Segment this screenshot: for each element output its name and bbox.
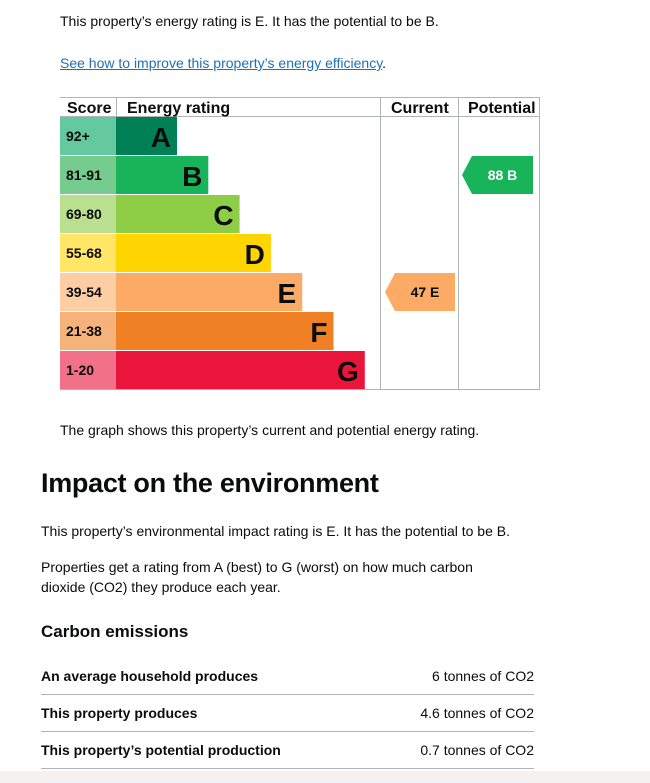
band-bar-e <box>116 273 303 311</box>
band-score-bg-g <box>60 351 116 389</box>
band-score-f: 21-38 <box>66 323 102 339</box>
impact-explain-line-1: Properties get a rating from A (best) to… <box>41 559 473 575</box>
band-letter-g: G <box>337 356 359 387</box>
row-label: This property produces <box>41 705 198 721</box>
page-bottom-strip <box>0 771 650 783</box>
band-bar-f <box>116 312 334 350</box>
energy-rating-chart: Score Energy rating Current Potential 92… <box>60 97 540 390</box>
energy-rating-graph: Score Energy rating Current Potential 92… <box>60 97 540 390</box>
table-row: This property’s potential production 0.7… <box>41 732 534 769</box>
impact-heading: Impact on the environment <box>41 468 379 498</box>
carbon-emissions-table: An average household produces 6 tonnes o… <box>41 658 534 769</box>
band-bar-a <box>116 117 177 155</box>
band-score-bg-c <box>60 195 116 233</box>
rating-arrows: 47 E 88 B <box>385 156 533 311</box>
band-score-g: 1-20 <box>66 362 94 378</box>
row-label: An average household produces <box>41 668 259 684</box>
row-value: 0.7 tonnes of CO2 <box>420 742 534 758</box>
band-score-bg-d <box>60 234 116 272</box>
potential-rating-label: 88 B <box>488 167 518 183</box>
band-score-bg-a <box>60 117 116 155</box>
band-bar-b <box>116 156 209 194</box>
band-letter-f: F <box>310 317 327 348</box>
row-label: This property’s potential production <box>41 742 281 758</box>
carbon-heading: Carbon emissions <box>41 622 189 641</box>
band-bar-g <box>116 351 365 389</box>
improve-efficiency-link[interactable]: See how to improve this property’s energ… <box>60 55 383 71</box>
band-score-bg-e <box>60 273 116 311</box>
link-suffix: . <box>382 55 387 71</box>
header-potential: Potential <box>468 100 536 117</box>
potential-arrow <box>462 156 533 194</box>
band-letter-e: E <box>278 278 297 309</box>
band-bar-c <box>116 195 240 233</box>
band-letter-d: D <box>245 239 265 270</box>
table-row: This property produces 4.6 tonnes of CO2 <box>41 695 534 732</box>
band-score-b: 81-91 <box>66 167 102 183</box>
impact-rating-text: This property’s environmental impact rat… <box>41 523 510 539</box>
band-score-bg-b <box>60 156 116 194</box>
band-score-c: 69-80 <box>66 206 102 222</box>
band-score-a: 92+ <box>66 128 90 144</box>
band-letter-c: C <box>213 200 233 231</box>
impact-explain-line-2: dioxide (CO2) they produce each year. <box>41 579 281 595</box>
band-bar-d <box>116 234 271 272</box>
energy-rating-summary: This property’s energy rating is E. It h… <box>60 13 439 29</box>
chart-caption: The graph shows this property’s current … <box>60 422 480 438</box>
current-rating-label: 47 E <box>411 284 440 300</box>
band-score-bg-f <box>60 312 116 350</box>
improve-efficiency-line: See how to improve this property’s energ… <box>60 53 386 73</box>
row-value: 6 tonnes of CO2 <box>432 668 534 684</box>
header-current: Current <box>391 100 449 117</box>
header-energy-rating: Energy rating <box>127 100 230 117</box>
band-score-e: 39-54 <box>66 284 102 300</box>
band-letter-b: B <box>182 161 202 192</box>
band-score-d: 55-68 <box>66 245 102 261</box>
rating-bands: 92+ A 81-91 B 69-80 C 55-68 D 39-54 E 21-38 F 1-20 G <box>60 117 365 389</box>
header-score: Score <box>67 100 112 117</box>
table-row: An average household produces 6 tonnes o… <box>41 658 534 695</box>
row-value: 4.6 tonnes of CO2 <box>420 705 534 721</box>
current-arrow <box>385 273 455 311</box>
band-letter-a: A <box>151 122 171 153</box>
